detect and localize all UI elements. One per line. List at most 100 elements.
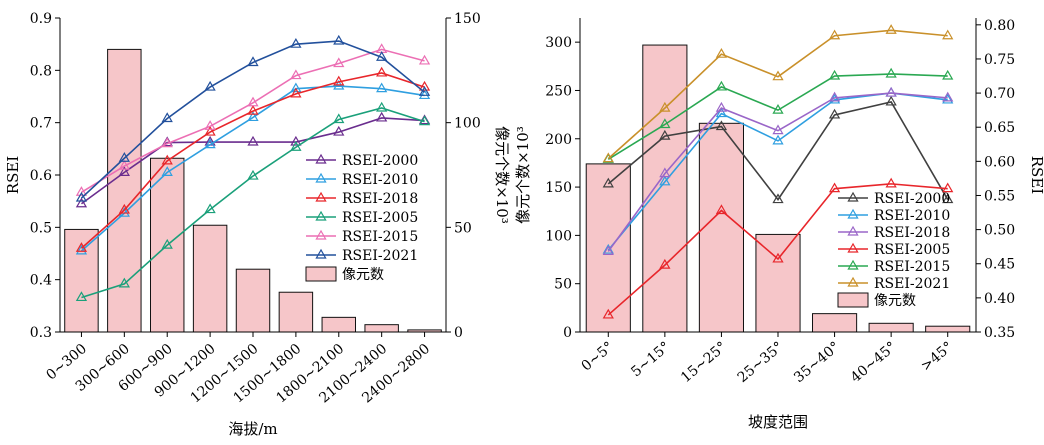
- series-point-0-3-3: [204, 203, 216, 214]
- series-point-0-2-2: [161, 154, 173, 165]
- series-point-1-0-3: [772, 193, 784, 204]
- legend-label-1-0: RSEI-2000: [874, 191, 950, 207]
- xtick-label-1-3: 25~35°: [735, 339, 787, 386]
- series-point-1-4-4: [828, 69, 841, 80]
- series-point-1-0-1: [659, 129, 671, 140]
- series-point-0-5-6: [333, 34, 345, 45]
- legend-0: RSEI-2000 RSEI-2010 RSEI-2018 RSEI-2005 RSEI…: [305, 153, 418, 283]
- ytick-left-label-1-2: 100: [545, 228, 572, 244]
- legend-bar-swatch-0: [305, 266, 337, 282]
- series-point-0-2-7: [376, 66, 388, 77]
- xlabel-1: 坡度范围: [748, 413, 808, 431]
- ytick-left-label-1-4: 200: [545, 132, 572, 148]
- legend-label-1-2: RSEI-2018: [874, 225, 950, 241]
- series-point-0-5-0: [75, 191, 88, 202]
- series-point-0-0-5: [290, 135, 302, 146]
- series-point-0-2-3: [204, 125, 216, 136]
- series-point-1-4-6: [942, 69, 954, 80]
- series-point-0-5-7: [376, 51, 388, 61]
- series-line-0-1: [80, 85, 425, 252]
- series-point-1-5-0: [602, 152, 614, 163]
- series-point-0-2-0: [75, 242, 88, 252]
- series-point-1-4-5: [885, 67, 897, 78]
- series-point-0-3-0: [75, 291, 88, 302]
- ytick-left-label-0-0: 0.3: [30, 325, 52, 341]
- ytick-right-label-1-1: 0.40: [984, 291, 1015, 307]
- series-point-1-5-5: [885, 24, 897, 34]
- series-point-1-1-6: [942, 93, 954, 104]
- series-point-1-0-5: [885, 95, 897, 106]
- series-point-1-3-4: [828, 182, 841, 193]
- legend-marker-0-0: [315, 153, 327, 164]
- series-point-1-2-3: [772, 124, 784, 135]
- ytick-left-label-1-5: 250: [545, 83, 572, 99]
- series-point-0-4-6: [333, 57, 345, 68]
- xtick-label-1-5: 40~45°: [848, 339, 900, 386]
- series-point-1-4-3: [772, 103, 784, 114]
- series-line-1-4: [607, 73, 948, 160]
- bar-1-4: [812, 313, 858, 333]
- bar-0-3: [192, 224, 228, 333]
- legend-marker-1-0: [847, 191, 859, 202]
- series-point-0-0-4: [247, 135, 259, 146]
- series-point-0-5-2: [161, 112, 173, 123]
- ytick-left-label-0-4: 0.7: [30, 116, 52, 132]
- ylabel-right-0: 像元个数×10³: [493, 126, 511, 224]
- series-line-1-5: [607, 29, 948, 160]
- bar-0-4: [235, 268, 271, 333]
- series-line-1-0: [607, 101, 949, 201]
- series-point-0-0-7: [376, 111, 388, 122]
- series-point-0-1-4: [247, 111, 259, 122]
- bar-1-3: [755, 233, 801, 333]
- series-point-0-2-4: [247, 104, 259, 115]
- series-point-0-5-1: [118, 152, 130, 162]
- ytick-right-label-1-6: 0.65: [984, 120, 1015, 136]
- series-point-1-2-4: [828, 91, 841, 102]
- legend-bar-swatch-1: [837, 292, 869, 308]
- series-point-0-2-8: [418, 80, 431, 91]
- ytick-left-label-1-1: 50: [554, 277, 572, 293]
- xtick-label-1-6: >45°: [918, 339, 956, 375]
- ytick-right-label-0-2: 100: [454, 116, 481, 132]
- series-line-0-0: [80, 117, 425, 205]
- legend-label-1-1: RSEI-2010: [874, 208, 950, 224]
- series-point-0-0-0: [75, 197, 88, 208]
- series-line-0-4: [81, 48, 425, 193]
- series-point-0-1-3: [204, 138, 216, 149]
- series-point-0-3-4: [247, 169, 259, 180]
- ytick-right-label-0-0: 0: [454, 325, 463, 341]
- legend-marker-1-1: [847, 208, 859, 219]
- ytick-right-label-1-4: 0.55: [984, 188, 1015, 204]
- ytick-left-label-0-1: 0.4: [30, 273, 52, 289]
- ytick-right-label-1-2: 0.45: [984, 257, 1015, 273]
- legend-marker-0-3: [315, 210, 327, 221]
- ytick-left-label-1-0: 0: [563, 325, 572, 341]
- series-point-1-3-5: [885, 177, 897, 188]
- series-point-0-2-1: [118, 203, 130, 214]
- ytick-right-label-1-8: 0.75: [984, 52, 1015, 68]
- series-point-1-1-3: [772, 134, 784, 145]
- ytick-right-label-1-5: 0.60: [984, 154, 1015, 170]
- series-point-1-3-2: [715, 204, 728, 215]
- legend-marker-1-3: [847, 242, 859, 253]
- series-point-1-0-0: [602, 177, 614, 188]
- series-point-0-2-6: [333, 75, 345, 86]
- series-point-0-1-2: [161, 166, 173, 176]
- ylabel-left-0: RSEI: [4, 156, 22, 195]
- ytick-left-label-0-5: 0.8: [30, 63, 52, 79]
- series-point-0-5-4: [247, 56, 259, 67]
- series-point-1-4-2: [715, 80, 728, 91]
- series-point-0-3-1: [118, 277, 130, 288]
- legend-label-0-5: RSEI-2021: [342, 248, 418, 264]
- xtick-label-1-0: 0~5°: [579, 339, 617, 375]
- legend-bar-label-0: 像元数: [342, 267, 384, 283]
- ytick-left-label-0-6: 0.9: [30, 11, 52, 27]
- series-point-1-3-1: [659, 258, 671, 269]
- legend-label-0-3: RSEI-2005: [342, 210, 418, 226]
- series-point-1-5-4: [828, 29, 841, 40]
- series-point-0-0-6: [333, 125, 345, 136]
- series-point-0-1-5: [290, 82, 302, 93]
- series-point-0-5-5: [290, 37, 302, 48]
- series-line-0-5: [80, 40, 426, 199]
